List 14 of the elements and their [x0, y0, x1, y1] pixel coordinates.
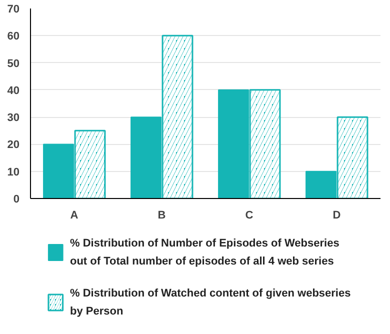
- y-tick-label: 40: [7, 84, 20, 97]
- x-tick-label: C: [245, 210, 254, 222]
- y-tick-label: 30: [7, 112, 20, 124]
- y-tick-label: 0: [13, 194, 20, 206]
- x-tick-label: B: [158, 210, 166, 222]
- y-tick-label: 60: [7, 30, 20, 43]
- x-tick-label: A: [70, 210, 78, 222]
- y-tick-label: 10: [7, 166, 20, 178]
- y-tick-label: 50: [7, 58, 20, 70]
- x-tick-label: D: [332, 210, 341, 222]
- legend-label: % Distribution of Number of Episodes of Webseries out of Total number of episodes of all 4 web series: [70, 238, 340, 268]
- y-tick-label: 70: [7, 4, 20, 16]
- legend-label: % Distribution of Watched content of given webseries by Person: [70, 288, 351, 318]
- y-tick-label: 20: [7, 139, 20, 152]
